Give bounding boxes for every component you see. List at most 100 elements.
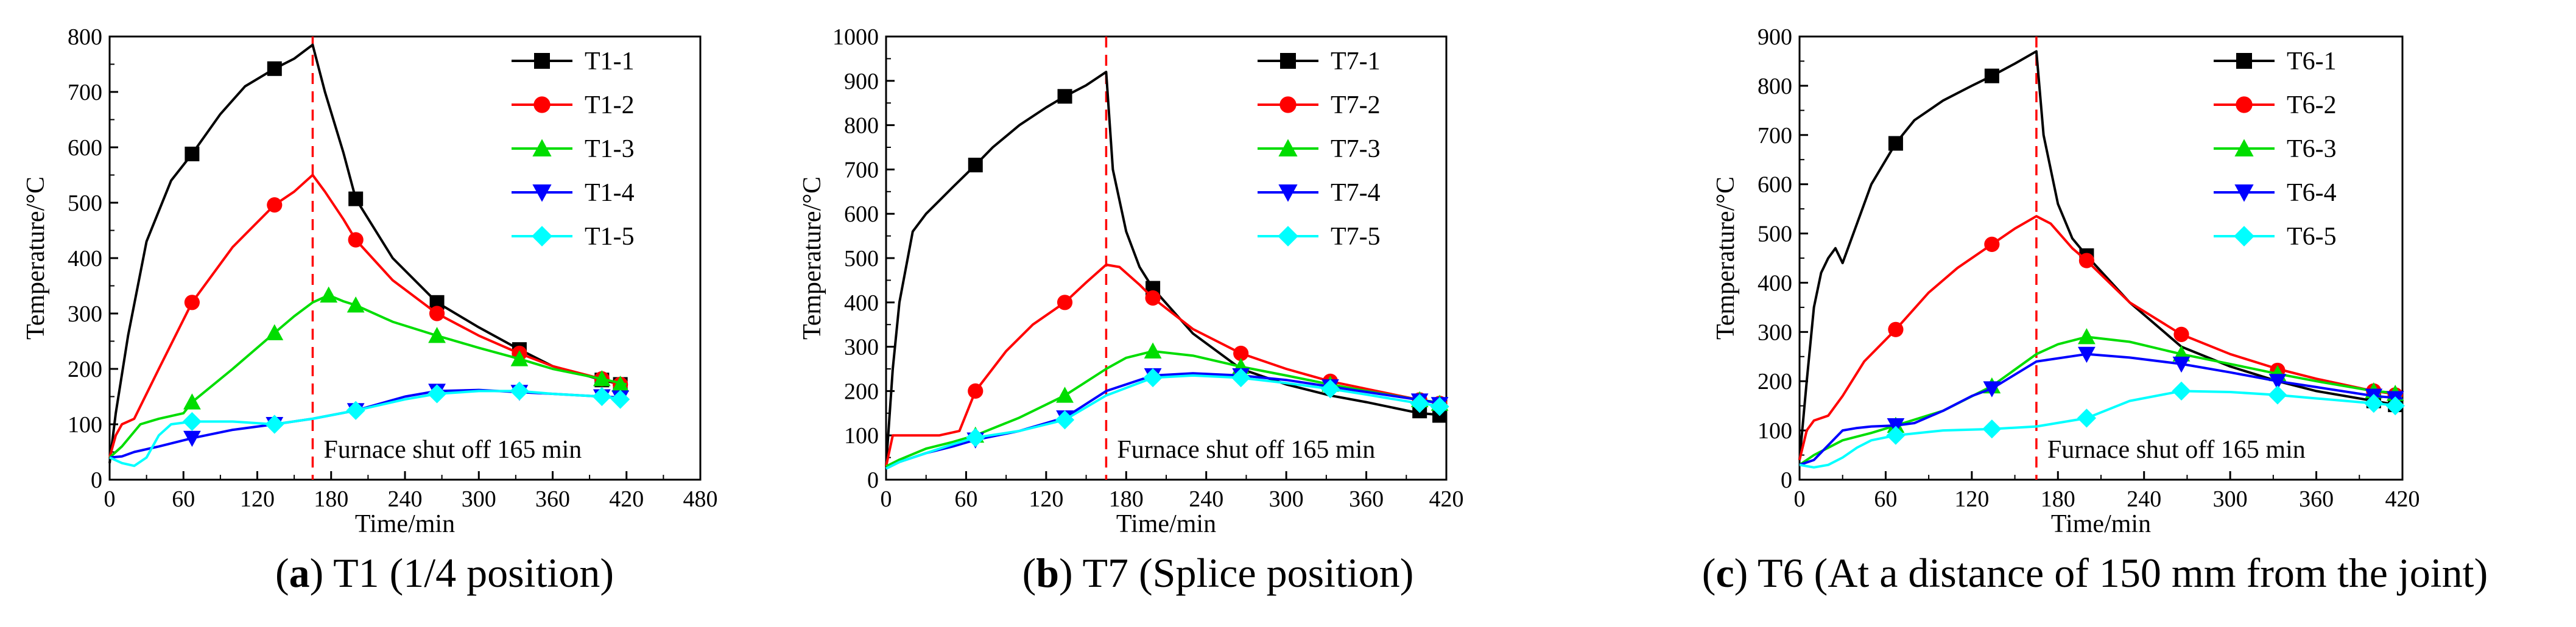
y-tick-label: 700 [1758,123,1792,149]
legend-marker [2234,226,2254,247]
x-tick-label: 240 [1189,486,1223,512]
legend-item: T6-4 [2214,179,2337,207]
series-T6-2 [1798,215,2403,461]
legend-marker [1278,184,1298,202]
series-T6-5 [1799,381,2405,469]
data-point [266,324,284,340]
y-tick-label: 300 [68,301,102,327]
y-tick-label: 800 [1758,74,1792,99]
series-line [1798,215,2403,461]
x-tick-label: 180 [2041,486,2075,512]
series-T7-5 [885,368,1449,470]
y-tick-label: 100 [68,412,102,438]
legend-item: T6-2 [2214,91,2337,119]
data-point [2078,346,2096,363]
legend-marker [1279,96,1297,113]
legend-item: T7-3 [1258,135,1381,163]
x-tick-label: 180 [314,486,348,512]
legend-label: T7-5 [1331,223,1381,251]
x-tick-label: 120 [240,486,275,512]
y-tick-label: 900 [1758,24,1792,50]
y-tick-label: 800 [844,113,879,139]
legend-marker [1278,139,1298,156]
data-point [2078,328,2096,345]
series-line [1798,335,2403,466]
data-point [2268,374,2287,390]
y-tick-label: 800 [68,24,102,50]
x-axis-label: Time/min [2051,510,2151,538]
data-point [1888,136,1903,151]
y-tick-label: 600 [844,201,879,227]
y-tick-label: 700 [68,80,102,105]
series-line [108,43,627,463]
y-tick-label: 200 [844,379,879,404]
y-axis-label: Temperature/°C [798,177,826,340]
x-tick-label: 120 [1029,486,1063,512]
legend-marker [532,184,552,202]
x-tick-label: 240 [2127,486,2161,512]
legend-marker [532,139,552,156]
data-point [267,197,283,213]
y-tick-label: 1000 [832,24,879,50]
legend-label: T7-2 [1331,91,1381,119]
data-point [1982,419,2002,439]
data-point [592,387,611,407]
data-point [968,158,983,173]
x-tick-label: 60 [954,486,977,512]
caption-a: (a) T1 (1/4 position) [275,550,614,596]
series-T1-5 [109,381,630,468]
data-point [183,430,201,447]
x-tick-label: 300 [1269,486,1304,512]
x-tick-label: 360 [2299,486,2334,512]
data-point [1057,295,1073,310]
legend-label: T1-4 [585,179,635,207]
data-point [320,286,338,303]
data-point [348,191,364,206]
legend-marker [2234,139,2254,156]
data-point [1984,68,1999,83]
data-point [267,61,282,76]
legend-label: T7-3 [1331,135,1381,163]
x-axis-label: Time/min [1116,510,1216,538]
legend-label: T6-1 [2287,47,2337,75]
data-point [2172,381,2191,401]
data-point [2268,385,2287,405]
data-point [184,295,200,310]
legend-label: T7-1 [1331,47,1381,75]
y-tick-label: 400 [844,290,879,316]
data-point [427,384,447,404]
x-tick-label: 60 [172,486,195,512]
legend-label: T6-4 [2287,179,2337,207]
y-tick-label: 300 [844,335,879,360]
y-tick-label: 900 [844,69,879,94]
y-tick-label: 500 [68,191,102,216]
legend-label: T1-3 [585,135,635,163]
y-tick-label: 400 [68,246,102,271]
legend-marker [2234,184,2254,202]
data-point [185,146,200,161]
series-line [885,71,1447,467]
legend-item: T7-1 [1258,47,1381,75]
x-tick-label: 360 [1349,486,1384,512]
legend-item: T7-2 [1258,91,1381,119]
data-point [611,390,630,409]
chart-panel-b: 0 60 120 180 240 300 360 420 0 100 200 300 400 500 600… [798,24,1464,538]
legend-item: T7-5 [1258,223,1381,251]
data-point [1056,387,1074,403]
data-point [510,381,529,401]
shutoff-annotation: Furnace shut off 165 min [323,436,582,464]
x-tick-label: 240 [388,486,423,512]
data-point [510,350,529,366]
legend-marker [1278,226,1298,247]
y-tick-label: 200 [1758,369,1792,394]
y-tick-label: 400 [1758,270,1792,296]
legend-item: T1-1 [512,47,635,75]
series-line [885,349,1447,468]
caption-b: (b) T7 (Splice position) [1022,550,1414,596]
data-point [1430,397,1449,416]
legend-label: T1-1 [585,47,635,75]
legend-item: T1-2 [512,91,635,119]
shutoff-annotation: Furnace shut off 165 min [2047,436,2306,464]
y-tick-label: 300 [1758,320,1792,345]
y-axis-label: Temperature/°C [22,177,50,340]
